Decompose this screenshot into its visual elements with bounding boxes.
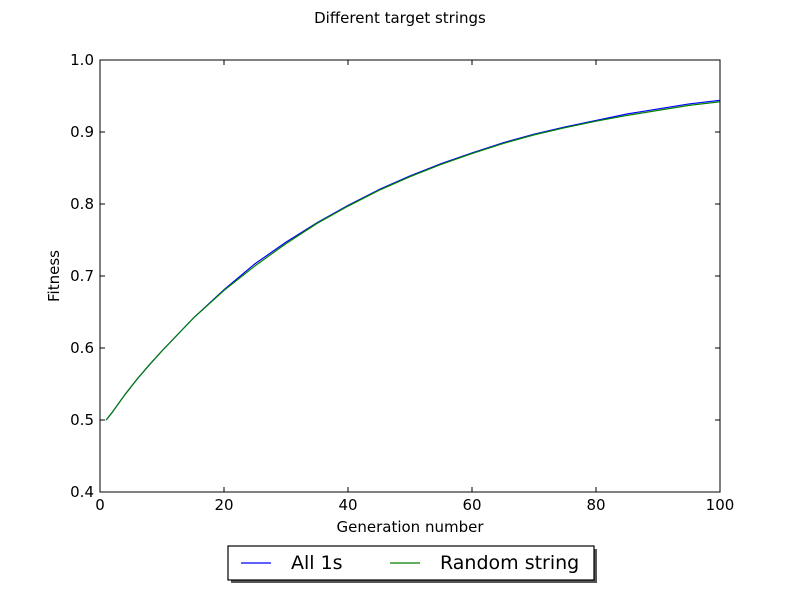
y-tick-label: 0.6 [70, 339, 94, 357]
y-tick-label: 0.4 [70, 483, 94, 501]
x-tick-label: 60 [462, 496, 481, 514]
ticks-layer: 0 20 40 60 80 100 0.4 0.5 0.6 0.7 0.8 0.9 1.0 [70, 51, 734, 514]
legend: All 1s Random string [227, 545, 597, 583]
y-tick-label: 0.7 [70, 267, 94, 285]
plot-frame [99, 59, 721, 493]
legend-label-0: All 1s [291, 552, 343, 574]
series-layer [105, 99, 721, 421]
y-tick-label: 1.0 [70, 51, 94, 69]
y-axis-label: Fitness [45, 250, 63, 302]
chart-title: Different target strings [314, 9, 486, 27]
y-tick-label: 0.5 [70, 411, 94, 429]
x-tick-label: 40 [338, 496, 357, 514]
legend-items: All 1s Random string [241, 552, 579, 574]
y-tick-label: 0.9 [70, 123, 94, 141]
series-line-1 [105, 101, 721, 421]
x-tick-label: 20 [214, 496, 233, 514]
x-tick-label: 0 [95, 496, 105, 514]
x-axis-label: Generation number [337, 518, 485, 536]
legend-label-1: Random string [440, 552, 579, 574]
x-tick-label: 80 [586, 496, 605, 514]
x-tick-label: 100 [706, 496, 735, 514]
series-line-0 [105, 99, 721, 421]
y-tick-label: 0.8 [70, 195, 94, 213]
